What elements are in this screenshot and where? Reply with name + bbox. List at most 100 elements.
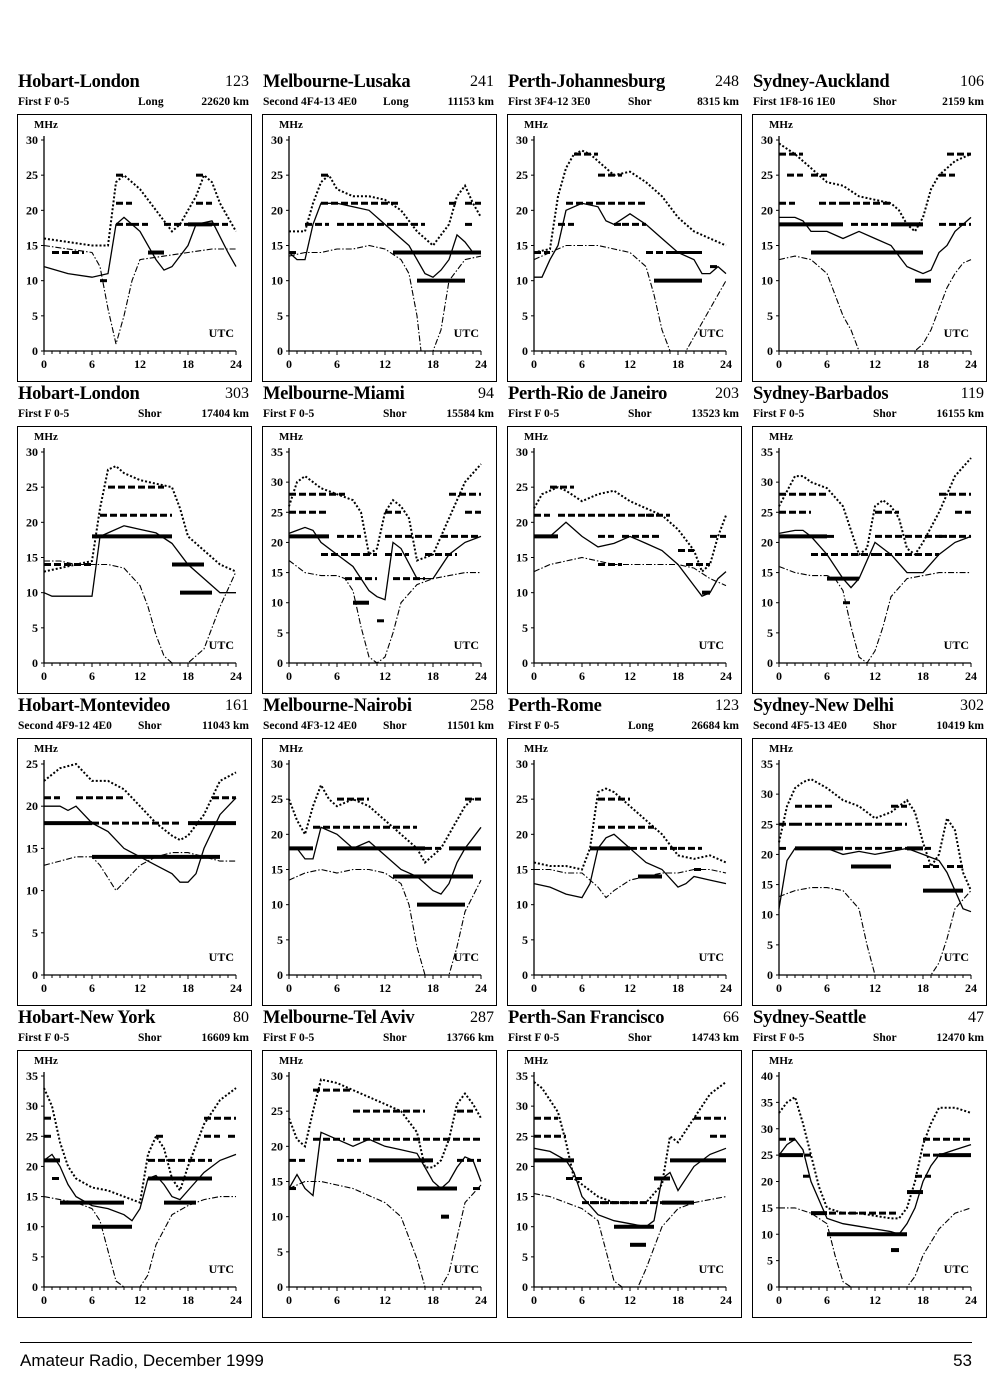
upper-decile-curve (533, 787, 727, 871)
x-tick-label: 12 (379, 1293, 391, 1307)
y-tick-label: 30 (761, 133, 773, 147)
y-tick-label: 10 (26, 884, 38, 898)
y-axis-unit-label: MHz (524, 119, 548, 131)
x-tick-label: 0 (776, 1293, 782, 1307)
path-distance: 22620 km (201, 96, 249, 108)
x-tick-label: 6 (334, 1293, 340, 1307)
chart-title: Sydney-Seattle (753, 1008, 866, 1028)
path-type: Long (628, 720, 654, 732)
plot-area: MHz 0 5 10 15 20 25 30 0 6 12 18 24 UTC (761, 119, 977, 371)
plot-area: MHz 0 5 10 15 20 25 30 0 6 12 18 24 UTC (271, 119, 487, 371)
x-tick-label: 12 (379, 981, 391, 995)
y-tick-label: 0 (277, 656, 283, 670)
x-tick-label: 12 (379, 669, 391, 683)
y-tick-label: 5 (32, 926, 38, 940)
x-tick-label: 12 (869, 669, 881, 683)
y-tick-label: 15 (516, 239, 528, 253)
path-distance: 8315 km (697, 96, 739, 108)
chart-panel: Sydney-Barbados 119 First F 0-5 Shor 16155 k… (747, 384, 992, 695)
chart-panel: Sydney-New Delhi 302 Second 4F5-13 4E0 Shor… (747, 696, 992, 1007)
propagation-mode: Second 4F9-12 4E0 (18, 720, 112, 732)
y-tick-label: 15 (26, 551, 38, 565)
azimuth-value: 119 (960, 385, 984, 402)
upper-decile-curve (533, 149, 727, 254)
y-tick-label: 10 (26, 274, 38, 288)
upper-decile-curve (289, 173, 482, 247)
y-tick-label: 15 (761, 878, 773, 892)
propagation-chart-grid: Hobart-London 123 First F 0-5 Long 22620 km M… (12, 72, 992, 1327)
x-tick-label: 18 (672, 1293, 684, 1307)
y-axis-unit-label: MHz (279, 1055, 303, 1067)
x-tick-label: 12 (379, 357, 391, 371)
x-tick-label: 6 (89, 1293, 95, 1307)
muf-curve (288, 526, 482, 601)
chart-title: Melbourne-Miami (263, 384, 405, 404)
y-tick-label: 0 (277, 1280, 283, 1294)
azimuth-value: 161 (225, 697, 249, 714)
x-tick-label: 12 (869, 981, 881, 995)
muf-curve (44, 797, 237, 883)
y-tick-label: 5 (32, 309, 38, 323)
y-axis-unit-label: MHz (34, 119, 58, 131)
publication-name: Amateur Radio, December 1999 (20, 1351, 264, 1370)
x-tick-label: 18 (672, 981, 684, 995)
path-distance: 11043 km (202, 720, 249, 732)
plot-frame: MHz 0 5 10 15 20 25 30 35 0 6 12 18 24 UTC (752, 426, 987, 694)
plot-area: MHz 0 5 10 15 20 25 30 35 0 6 12 18 24 UTC (26, 1055, 242, 1307)
y-tick-label: 25 (516, 792, 528, 806)
path-distance: 16155 km (936, 408, 984, 420)
x-tick-label: 18 (182, 357, 194, 371)
chart-panel: Sydney-Seattle 47 First F 0-5 Shor 12470 km M… (747, 1008, 992, 1319)
y-tick-label: 10 (271, 898, 283, 912)
x-axis-unit-label: UTC (209, 950, 234, 964)
chart-panel: Melbourne-Tel Aviv 287 First F 0-5 Shor 1376… (257, 1008, 502, 1319)
y-tick-label: 25 (516, 168, 528, 182)
chart-subtitle-row: First 1F8-16 1E0 Shor 2159 km (753, 96, 984, 110)
x-tick-label: 18 (182, 981, 194, 995)
x-axis-unit-label: UTC (454, 1262, 479, 1276)
x-tick-label: 24 (720, 981, 732, 995)
y-tick-label: 15 (271, 566, 283, 580)
muf-curve (288, 1131, 482, 1197)
y-tick-label: 25 (271, 168, 283, 182)
y-tick-label: 10 (26, 1220, 38, 1234)
x-tick-label: 6 (579, 1293, 585, 1307)
plot-frame: MHz 0 5 10 15 20 25 30 35 0 6 12 18 24 UTC (752, 738, 987, 1006)
x-tick-label: 24 (475, 1293, 487, 1307)
upper-decile-curve (43, 1087, 237, 1204)
lower-frequency-curve (534, 868, 727, 899)
x-tick-label: 24 (230, 357, 242, 371)
chart-title: Perth-San Francisco (508, 1008, 665, 1028)
chart-panel: Perth-Johannesburg 248 First 3F4-12 3E0 Sho… (502, 72, 747, 383)
lower-frequency-curve (288, 1180, 482, 1288)
y-tick-label: 5 (277, 1245, 283, 1259)
y-tick-label: 10 (271, 274, 283, 288)
y-tick-label: 30 (271, 1069, 283, 1083)
y-tick-label: 0 (522, 344, 528, 358)
x-tick-label: 6 (89, 981, 95, 995)
y-tick-label: 10 (516, 898, 528, 912)
plot-frame: MHz 0 5 10 15 20 25 30 35 0 6 12 18 24 UTC (262, 426, 497, 694)
y-tick-label: 5 (767, 626, 773, 640)
plot-frame: MHz 0 5 10 15 20 25 30 0 6 12 18 24 UTC (17, 426, 252, 694)
y-tick-label: 10 (761, 908, 773, 922)
chart-panel: Perth-Rome 123 First F 0-5 Long 26684 km MHz 0… (502, 696, 747, 1007)
plot-area: MHz 0 5 10 15 20 25 30 35 0 6 12 18 24 UTC (761, 431, 977, 683)
y-tick-label: 20 (26, 1159, 38, 1173)
chart-subtitle-row: First F 0-5 Shor 13523 km (508, 408, 739, 422)
muf-curve (534, 521, 727, 598)
upper-decile-curve (533, 486, 727, 574)
y-tick-label: 20 (761, 203, 773, 217)
chart-subtitle-row: First F 0-5 Shor 14743 km (508, 1032, 739, 1046)
x-tick-label: 6 (89, 669, 95, 683)
x-tick-label: 24 (720, 1293, 732, 1307)
chart-title-row: Hobart-London 123 (18, 72, 249, 94)
y-tick-label: 20 (761, 535, 773, 549)
azimuth-value: 66 (723, 1009, 739, 1026)
chart-title: Hobart-Montevideo (18, 696, 171, 716)
chart-panel: Hobart-London 123 First F 0-5 Long 22620 km M… (12, 72, 257, 383)
y-tick-label: 0 (32, 344, 38, 358)
propagation-mode: Second 4F4-13 4E0 (263, 96, 357, 108)
y-tick-label: 25 (26, 168, 38, 182)
y-tick-label: 30 (516, 133, 528, 147)
